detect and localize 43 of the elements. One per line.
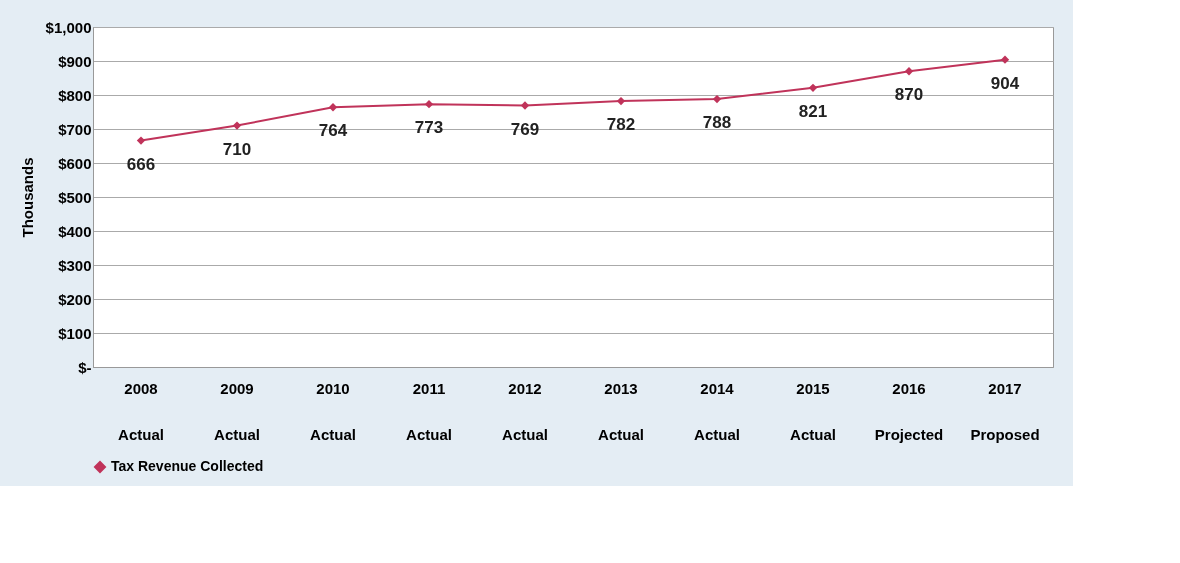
category-label: 2014 Actual	[694, 379, 740, 443]
data-label: 764	[318, 121, 348, 141]
point	[904, 67, 914, 76]
y-tick-label: $200	[58, 290, 92, 308]
y-tick-label: $500	[58, 188, 92, 206]
category-label: 2013 Actual	[598, 379, 644, 443]
y-tick-label: $300	[58, 256, 92, 274]
point	[328, 103, 338, 112]
y-tick-label: $-	[78, 358, 92, 376]
point	[424, 100, 434, 109]
point	[136, 136, 146, 145]
data-label: 788	[702, 113, 732, 133]
category-label: 2011 Actual	[406, 379, 452, 443]
category-label: 2017 Proposed	[970, 379, 1040, 443]
category-label: 2010 Actual	[310, 379, 356, 443]
data-label: 666	[126, 154, 156, 174]
data-label: 782	[606, 115, 636, 135]
y-tick-label: $400	[58, 222, 92, 240]
point	[712, 94, 722, 104]
y-axis-title: Thousands	[18, 157, 36, 238]
point	[1000, 55, 1010, 64]
y-tick-label: $900	[58, 52, 92, 70]
point	[808, 83, 818, 93]
point	[520, 101, 530, 110]
data-label: 821	[798, 101, 828, 121]
category-label: 2012 Actual	[502, 379, 548, 443]
data-label: 870	[894, 85, 924, 105]
data-label: 904	[990, 73, 1020, 93]
data-label: 769	[510, 119, 540, 139]
y-tick-label: $1,000	[45, 18, 92, 36]
data-label: 710	[222, 139, 252, 159]
y-tick-label: $800	[58, 86, 92, 104]
y-tick-label: $600	[58, 154, 92, 172]
legend-label: Tax Revenue Collected	[111, 458, 264, 474]
y-tick-label: $100	[58, 324, 92, 342]
point	[232, 121, 242, 130]
category-label: 2009 Actual	[214, 379, 260, 443]
category-label: 2008 Actual	[118, 379, 164, 443]
y-tick-label: $700	[58, 120, 92, 138]
data-label: 773	[414, 118, 444, 138]
category-label: 2015 Actual	[790, 379, 836, 443]
category-label: 2016 Projected	[874, 379, 944, 443]
point	[616, 96, 626, 106]
